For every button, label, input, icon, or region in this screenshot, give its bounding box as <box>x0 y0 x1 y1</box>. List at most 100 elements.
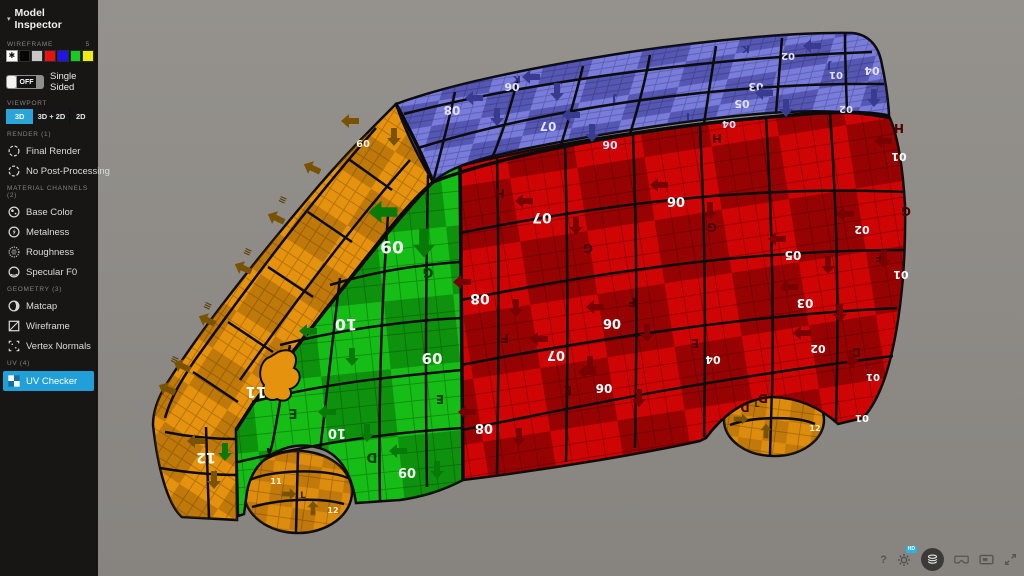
panel-seams <box>234 103 890 481</box>
wireframe-swatch-yellow[interactable] <box>82 50 95 62</box>
body-panel <box>458 111 907 482</box>
gear-icon <box>898 553 910 566</box>
svg-text:06: 06 <box>504 80 520 93</box>
toggle-knob[interactable] <box>7 76 16 88</box>
single-sided-row: OFF Single Sided <box>6 71 92 93</box>
svg-text:07: 07 <box>532 209 551 225</box>
base-color-icon <box>8 206 20 218</box>
svg-text:≡: ≡ <box>277 193 289 207</box>
svg-text:G: G <box>901 204 911 218</box>
svg-text:02: 02 <box>854 223 869 236</box>
wireframe-swatch-gray[interactable] <box>31 50 44 62</box>
wireframe-swatch-black[interactable] <box>18 50 31 62</box>
svg-text:05: 05 <box>785 248 802 262</box>
mode-metalness[interactable]: Metalness <box>7 225 94 239</box>
wireframe-icon <box>8 320 20 332</box>
mode-specular-f0[interactable]: Specular F0 <box>7 265 94 279</box>
svg-text:J: J <box>612 93 617 104</box>
mode-roughness[interactable]: Roughness <box>7 245 94 259</box>
mode-no-post-processing[interactable]: No Post-Processing <box>7 164 110 178</box>
svg-text:10: 10 <box>328 425 346 440</box>
door-panel <box>234 164 465 518</box>
svg-text:01: 01 <box>855 412 869 423</box>
fullscreen-expand-icon <box>1004 553 1017 566</box>
help-button[interactable]: ? <box>880 553 887 566</box>
svg-text:08: 08 <box>475 420 493 435</box>
svg-text:02: 02 <box>839 103 853 114</box>
uv-checker-icon <box>8 375 20 387</box>
roof-panel <box>394 31 891 184</box>
layers-icon <box>927 554 938 564</box>
sidebar-title: Model Inspector <box>14 7 62 31</box>
viewport-3d2d-button[interactable]: 3D + 2D <box>34 109 69 124</box>
collapse-caret-icon[interactable]: ▾ <box>7 16 11 23</box>
screenshot-icon <box>979 554 994 565</box>
layers-button[interactable] <box>921 548 944 571</box>
svg-text:03: 03 <box>797 296 814 310</box>
hd-badge: HD <box>905 545 917 553</box>
svg-text:05: 05 <box>734 97 749 110</box>
svg-text:04: 04 <box>722 118 736 129</box>
vertex-normals-icon <box>8 340 20 352</box>
svg-text:≡: ≡ <box>242 245 254 259</box>
uv-texture-labels: 08 06 07 06 05 04 03 02 01 02 04 K J I K J 07 08 07 08 06 06 0… <box>158 39 911 516</box>
svg-text:08: 08 <box>444 103 461 117</box>
svg-text:E: E <box>691 336 699 350</box>
svg-text:07: 07 <box>547 347 565 362</box>
mode-matcap[interactable]: Matcap <box>7 299 94 313</box>
fullscreen-button[interactable] <box>1004 553 1017 566</box>
svg-text:02: 02 <box>810 342 825 355</box>
svg-text:F: F <box>875 250 883 264</box>
screenshot-button[interactable] <box>979 554 994 565</box>
mode-base-color[interactable]: Base Color <box>7 205 94 219</box>
settings-button[interactable]: HD <box>897 545 917 567</box>
svg-text:L: L <box>754 400 759 409</box>
wireframe-swatch-green[interactable] <box>69 50 82 62</box>
metalness-icon <box>8 226 20 238</box>
svg-text:09: 09 <box>356 137 370 148</box>
svg-text:D: D <box>366 449 377 464</box>
wireframe-swatch-red[interactable] <box>44 50 56 62</box>
svg-text:11: 11 <box>246 383 267 401</box>
svg-text:12: 12 <box>196 449 215 465</box>
svg-text:F: F <box>628 295 636 309</box>
svg-text:01: 01 <box>829 69 843 80</box>
svg-text:06: 06 <box>602 138 618 151</box>
mode-vertex-normals[interactable]: Vertex Normals <box>7 339 94 353</box>
svg-text:L: L <box>300 491 306 501</box>
wireframe-color-swatches[interactable]: ✱ <box>6 50 95 62</box>
svg-text:J: J <box>827 60 832 71</box>
svg-text:G: G <box>583 241 593 255</box>
mode-final-render[interactable]: Final Render <box>7 144 94 158</box>
svg-text:10: 10 <box>335 315 357 334</box>
viewport-2d-button[interactable]: 2D <box>69 109 92 124</box>
svg-text:G: G <box>707 220 717 234</box>
svg-text:09: 09 <box>380 236 404 256</box>
wireframe-swatch-none[interactable]: ✱ <box>6 50 18 62</box>
svg-text:04: 04 <box>864 64 880 77</box>
svg-text:K: K <box>512 73 521 84</box>
svg-text:I: I <box>686 110 690 121</box>
wireframe-label-row: WIREFRAME 5 <box>7 41 90 48</box>
van-model[interactable]: 08 06 07 06 05 04 03 02 01 02 04 K J I K J 07 08 07 08 06 06 0… <box>151 31 911 535</box>
viewport-mode-buttons: 3D 3D + 2D 2D <box>6 109 92 124</box>
render-section-label: RENDER (1) <box>7 131 52 138</box>
front-wheel <box>242 449 354 535</box>
mode-uv-checker[interactable]: UV Checker <box>3 371 94 391</box>
mode-wireframe[interactable]: Wireframe <box>7 319 94 333</box>
svg-text:09: 09 <box>398 464 416 479</box>
aperture-icon <box>8 165 20 177</box>
svg-text:11: 11 <box>270 477 282 486</box>
svg-text:07: 07 <box>540 119 557 133</box>
svg-text:02: 02 <box>781 50 795 61</box>
svg-text:01: 01 <box>893 268 908 281</box>
wireframe-swatch-blue[interactable] <box>56 50 69 62</box>
vr-button[interactable] <box>954 554 969 566</box>
aperture-icon <box>8 145 20 157</box>
single-sided-toggle[interactable]: OFF <box>6 75 44 89</box>
single-sided-label: Single Sided <box>50 71 77 93</box>
viewport-3d-button[interactable]: 3D <box>6 109 34 124</box>
sidebar-header[interactable]: ▾ Model Inspector <box>0 0 98 34</box>
